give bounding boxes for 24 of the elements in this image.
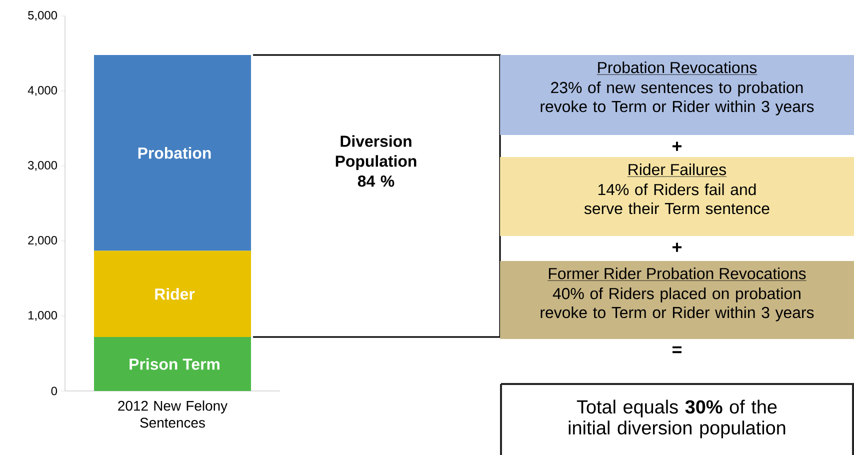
series-label: Rider — [155, 288, 195, 300]
text: Rider Failures — [628, 164, 726, 176]
text: + — [672, 142, 682, 151]
y-tick-label: 1,000 — [28, 311, 58, 321]
y-tick-label: 5,000 — [28, 11, 58, 21]
text: 40% of Riders placed on probation revoke to Term or Rider within 3 years — [540, 288, 814, 322]
y-tick-label: 2,000 — [28, 236, 58, 246]
text: 23% of new sentences to probation revoke to Term or Rider within 3 years — [540, 82, 814, 116]
bar — [94, 250, 252, 337]
series-label: Probation — [138, 147, 211, 159]
y-tick-label: 0 — [51, 386, 58, 396]
bar — [94, 336, 252, 391]
text: = — [672, 346, 682, 354]
y-tick-label: 3,000 — [28, 161, 58, 171]
y-tick-label: 4,000 — [28, 86, 58, 96]
x-tick-label: 2012 New Felony Sentences — [118, 400, 228, 428]
text: Probation Revocations — [598, 62, 757, 74]
text: Diversion Population 84 % — [336, 135, 416, 187]
text: Total equals 30% of the initial diversion population — [568, 400, 786, 438]
text: 14% of Riders fail and serve their Term sentence — [584, 184, 770, 214]
text: Former Rider Probation Revocations — [548, 268, 806, 280]
bar — [94, 54, 252, 251]
series-label: Prison Term — [130, 358, 220, 370]
text: + — [672, 242, 682, 252]
